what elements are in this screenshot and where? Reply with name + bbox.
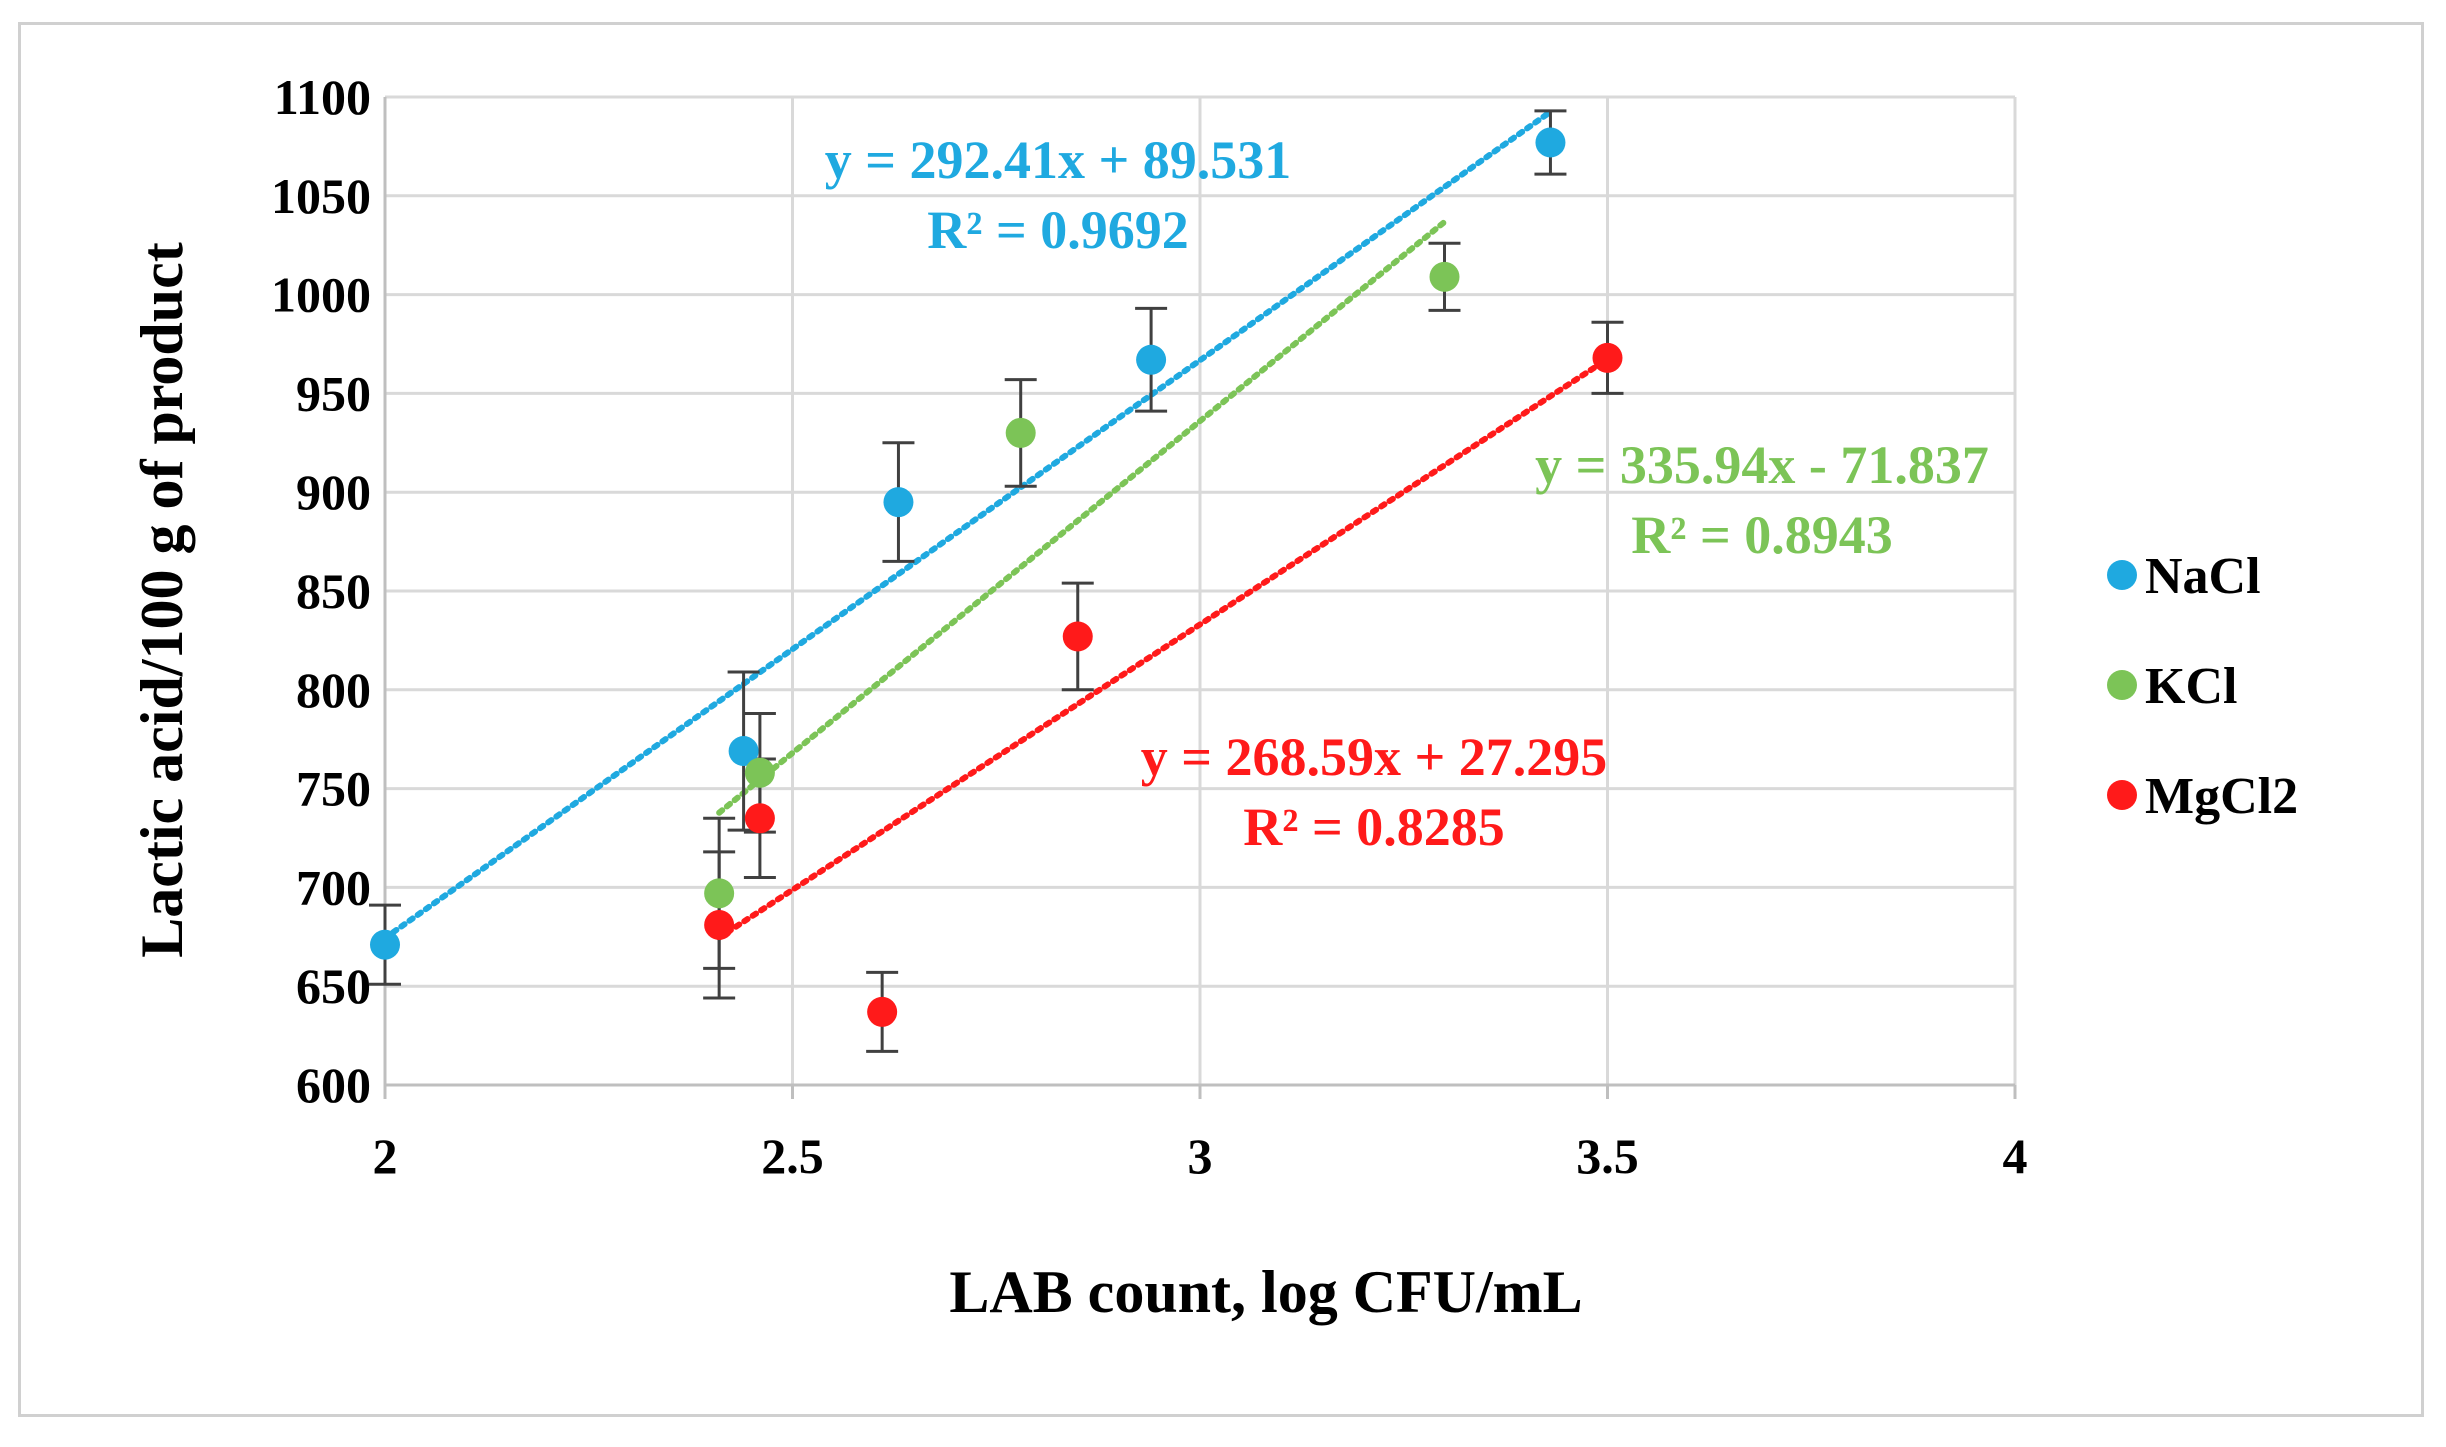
tick-labels: 600 650 700 750 800 850 900 950 1000 1050 1100 2 2.5… xyxy=(271,69,2028,1184)
data-point-mgcl2 xyxy=(867,996,898,1027)
y-tick-label: 1050 xyxy=(271,168,371,224)
data-point-mgcl2 xyxy=(704,909,735,940)
data-point-mgcl2 xyxy=(1062,621,1093,652)
x-tick-label: 2 xyxy=(373,1128,398,1184)
r-squared-nacl: R² = 0.9692 xyxy=(927,200,1188,260)
y-tick-label: 750 xyxy=(296,761,371,817)
y-tick-label: 800 xyxy=(296,662,371,718)
data-point-kcl xyxy=(1005,417,1036,448)
r-squared-kcl: R² = 0.8943 xyxy=(1631,505,1892,565)
legend: NaCl KCl MgCl2 xyxy=(2107,548,2298,825)
data-point-nacl xyxy=(1535,127,1566,158)
trendlines xyxy=(382,108,1611,942)
data-point-mgcl2 xyxy=(744,803,775,834)
x-tick-label: 3.5 xyxy=(1576,1128,1639,1184)
x-tick-label: 2.5 xyxy=(761,1128,824,1184)
data-point-kcl xyxy=(744,757,775,788)
legend-label-mgcl2: MgCl2 xyxy=(2145,768,2298,825)
trend-equations: y = 292.41x + 89.531 R² = 0.9692 y = 335.9… xyxy=(825,130,1989,857)
data-point-kcl xyxy=(1429,261,1460,292)
x-axis-title: LAB count, log CFU/mL xyxy=(949,1259,1582,1325)
y-axis-title: Lactic acid/100 g of product xyxy=(129,242,195,958)
x-tick-label: 4 xyxy=(2003,1128,2028,1184)
legend-marker-nacl xyxy=(2107,560,2137,590)
data-point-nacl xyxy=(370,929,400,960)
y-tick-label: 1100 xyxy=(274,69,371,125)
r-squared-mgcl2: R² = 0.8285 xyxy=(1243,797,1504,857)
y-tick-label: 850 xyxy=(296,563,371,619)
gridlines xyxy=(385,95,2017,1085)
y-tick-label: 700 xyxy=(296,859,371,915)
y-tick-label: 650 xyxy=(296,958,371,1014)
y-tick-label: 600 xyxy=(296,1057,371,1113)
trend-equation-mgcl2: y = 268.59x + 27.295 xyxy=(1141,727,1608,787)
x-tick-label: 3 xyxy=(1188,1128,1213,1184)
chart-frame xyxy=(18,22,2424,1417)
y-tick-label: 1000 xyxy=(271,267,371,323)
y-tick-label: 950 xyxy=(296,365,371,421)
trendline-mgcl2 xyxy=(716,356,1611,941)
legend-label-kcl: KCl xyxy=(2145,658,2237,715)
data-points xyxy=(370,127,1623,1027)
data-point-mgcl2 xyxy=(1592,342,1623,373)
data-point-nacl xyxy=(883,487,914,518)
legend-marker-kcl xyxy=(2107,670,2137,700)
data-point-nacl xyxy=(728,736,759,767)
trend-equation-nacl: y = 292.41x + 89.531 xyxy=(825,130,1292,190)
data-point-nacl xyxy=(1136,344,1167,375)
trend-equation-kcl: y = 335.94x - 71.837 xyxy=(1535,435,1989,495)
legend-label-nacl: NaCl xyxy=(2145,548,2261,605)
trendline-kcl xyxy=(716,218,1448,816)
legend-marker-mgcl2 xyxy=(2107,780,2137,810)
y-tick-label: 900 xyxy=(296,464,371,520)
data-point-kcl xyxy=(704,878,735,909)
trendline-nacl xyxy=(382,108,1554,942)
